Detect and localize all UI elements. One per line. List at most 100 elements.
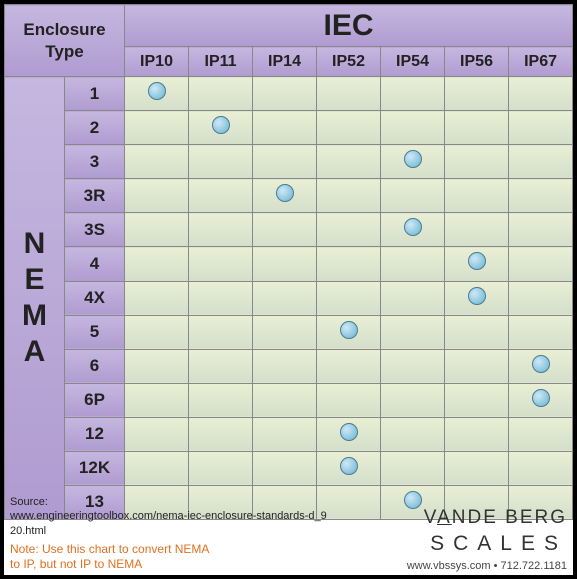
data-cell bbox=[509, 315, 573, 349]
note-line1: Note: Use this chart to convert NEMA bbox=[10, 542, 209, 556]
data-cell bbox=[125, 213, 189, 247]
col-header-ip54: IP54 bbox=[381, 47, 445, 77]
col-header-ip67: IP67 bbox=[509, 47, 573, 77]
chart-frame: Enclosure Type IEC IP10IP11IP14IP52IP54I… bbox=[0, 0, 577, 579]
enclosure-label-line1: Enclosure bbox=[23, 20, 105, 39]
table-row: NEMA1 bbox=[5, 77, 573, 111]
data-cell bbox=[445, 417, 509, 451]
data-cell bbox=[317, 383, 381, 417]
enclosure-type-header: Enclosure Type bbox=[5, 5, 125, 77]
data-cell bbox=[317, 145, 381, 179]
table-row: 4X bbox=[5, 281, 573, 315]
nema-row-label: 3S bbox=[65, 213, 125, 247]
data-cell bbox=[317, 179, 381, 213]
data-cell bbox=[125, 349, 189, 383]
data-cell bbox=[253, 145, 317, 179]
nema-row-label: 5 bbox=[65, 315, 125, 349]
col-header-ip52: IP52 bbox=[317, 47, 381, 77]
nema-row-label: 3R bbox=[65, 179, 125, 213]
table-row: 3S bbox=[5, 213, 573, 247]
footer: Source: www.engineeringtoolbox.com/nema-… bbox=[10, 495, 567, 573]
data-cell bbox=[381, 451, 445, 485]
match-dot-icon bbox=[468, 252, 486, 270]
data-cell bbox=[253, 315, 317, 349]
data-cell bbox=[317, 281, 381, 315]
data-cell bbox=[509, 111, 573, 145]
data-cell bbox=[509, 417, 573, 451]
data-cell bbox=[253, 451, 317, 485]
data-cell bbox=[189, 315, 253, 349]
data-cell bbox=[125, 315, 189, 349]
match-dot-icon bbox=[468, 287, 486, 305]
data-cell bbox=[445, 247, 509, 281]
nema-row-label: 4 bbox=[65, 247, 125, 281]
table-row: 2 bbox=[5, 111, 573, 145]
brand-top: VANDE BERG bbox=[407, 506, 567, 531]
data-cell bbox=[381, 315, 445, 349]
iec-header: IEC bbox=[125, 5, 573, 47]
data-cell bbox=[125, 417, 189, 451]
table-row: 3 bbox=[5, 145, 573, 179]
data-cell bbox=[125, 111, 189, 145]
table-row: 3R bbox=[5, 179, 573, 213]
table-row: 5 bbox=[5, 315, 573, 349]
data-cell bbox=[509, 179, 573, 213]
enclosure-label-line2: Type bbox=[45, 42, 83, 61]
source-url: www.engineeringtoolbox.com/nema-iec-encl… bbox=[10, 509, 330, 538]
data-cell bbox=[381, 111, 445, 145]
data-cell bbox=[509, 349, 573, 383]
data-cell bbox=[317, 77, 381, 111]
match-dot-icon bbox=[340, 321, 358, 339]
match-dot-icon bbox=[148, 82, 166, 100]
data-cell bbox=[445, 213, 509, 247]
data-cell bbox=[125, 77, 189, 111]
table-row: 4 bbox=[5, 247, 573, 281]
data-cell bbox=[317, 111, 381, 145]
data-cell bbox=[381, 213, 445, 247]
table-row: 6 bbox=[5, 349, 573, 383]
col-header-ip10: IP10 bbox=[125, 47, 189, 77]
data-cell bbox=[509, 383, 573, 417]
data-cell bbox=[445, 383, 509, 417]
data-cell bbox=[253, 383, 317, 417]
data-cell bbox=[317, 315, 381, 349]
data-cell bbox=[317, 349, 381, 383]
data-cell bbox=[253, 281, 317, 315]
data-cell bbox=[189, 383, 253, 417]
data-cell bbox=[509, 281, 573, 315]
match-dot-icon bbox=[532, 389, 550, 407]
nema-row-label: 2 bbox=[65, 111, 125, 145]
data-cell bbox=[445, 451, 509, 485]
data-cell bbox=[189, 247, 253, 281]
match-dot-icon bbox=[212, 116, 230, 134]
data-cell bbox=[253, 247, 317, 281]
table-row: 6P bbox=[5, 383, 573, 417]
col-header-ip56: IP56 bbox=[445, 47, 509, 77]
data-cell bbox=[189, 77, 253, 111]
data-cell bbox=[445, 281, 509, 315]
match-dot-icon bbox=[404, 218, 422, 236]
data-cell bbox=[445, 349, 509, 383]
data-cell bbox=[189, 111, 253, 145]
brand-bottom: SCALES bbox=[407, 530, 567, 557]
brand: VANDE BERG SCALES www.vbssys.com • 712.7… bbox=[407, 506, 567, 573]
nema-row-label: 12 bbox=[65, 417, 125, 451]
data-cell bbox=[253, 349, 317, 383]
data-cell bbox=[445, 77, 509, 111]
data-cell bbox=[253, 77, 317, 111]
footer-left: Source: www.engineeringtoolbox.com/nema-… bbox=[10, 495, 330, 573]
data-cell bbox=[189, 451, 253, 485]
col-header-ip14: IP14 bbox=[253, 47, 317, 77]
data-cell bbox=[125, 179, 189, 213]
data-cell bbox=[125, 247, 189, 281]
data-cell bbox=[509, 247, 573, 281]
data-cell bbox=[253, 111, 317, 145]
data-cell bbox=[125, 383, 189, 417]
data-cell bbox=[445, 179, 509, 213]
nema-side-header: NEMA bbox=[5, 77, 65, 520]
match-dot-icon bbox=[276, 184, 294, 202]
data-cell bbox=[317, 451, 381, 485]
data-cell bbox=[317, 213, 381, 247]
data-cell bbox=[189, 179, 253, 213]
nema-row-label: 1 bbox=[65, 77, 125, 111]
